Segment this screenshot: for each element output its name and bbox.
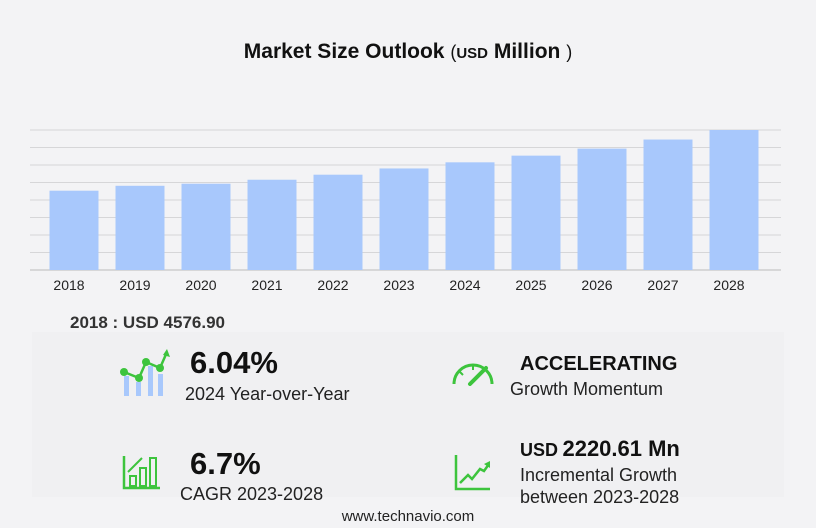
cagr-value: 6.7%: [190, 446, 261, 481]
x-tick-label: 2022: [317, 277, 348, 293]
title-unit-label: Million: [493, 40, 561, 63]
incremental-value: USD 2220.61 Mn: [520, 436, 680, 462]
incremental-prefix: USD: [520, 440, 559, 460]
bar-2026: [577, 148, 627, 270]
kpi-panel: [32, 332, 784, 497]
growth-chart-icon: [120, 349, 170, 396]
bar-2019: [115, 185, 165, 270]
x-tick-label: 2025: [515, 277, 546, 293]
bar-2025: [511, 155, 561, 270]
x-tick-label: 2024: [449, 277, 480, 293]
incremental-label-2: between 2023-2028: [520, 487, 680, 507]
bar-2024: [445, 162, 495, 270]
x-tick-label: 2019: [119, 277, 150, 293]
chart-title: Market Size Outlook (USD Million ): [0, 40, 816, 64]
x-tick-label: 2023: [383, 277, 414, 293]
incremental-amount: 2220.61 Mn: [562, 436, 680, 461]
bar-2021: [247, 179, 297, 270]
base-year-value: 2018 : USD 4576.90: [70, 313, 225, 332]
x-tick-label: 2021: [251, 277, 282, 293]
bar-2027: [643, 139, 693, 270]
x-tick-label: 2018: [53, 277, 84, 293]
cagr-label: CAGR 2023-2028: [180, 484, 324, 504]
title-unit: USD: [456, 45, 489, 62]
bar-2023: [379, 168, 429, 270]
incremental-label-1: Incremental Growth: [520, 465, 678, 485]
momentum-label: Growth Momentum: [510, 379, 664, 399]
line-growth-icon: [454, 455, 491, 491]
title-paren-close: ): [566, 42, 573, 62]
bar-2022: [313, 174, 363, 270]
x-tick-label: 2026: [581, 277, 612, 293]
bar-chart: 2018 2019 2020 2021 2022 2023 2024 2025 2026 2027…: [30, 129, 781, 293]
bar-2028: [709, 130, 759, 270]
title-main: Market Size Outlook: [243, 40, 445, 63]
bar-2020: [181, 183, 231, 270]
x-tick-label: 2027: [647, 277, 678, 293]
yoy-label: 2024 Year-over-Year: [185, 384, 350, 404]
x-tick-label: 2020: [185, 277, 216, 293]
bar-growth-icon: [122, 456, 160, 490]
momentum-value: ACCELERATING: [520, 353, 678, 375]
speedometer-icon: [452, 363, 494, 386]
yoy-value: 6.04%: [190, 345, 278, 380]
x-tick-label: 2028: [713, 277, 744, 293]
title-paren-open: (: [450, 42, 457, 62]
bar-2018: [49, 190, 99, 270]
footer-url[interactable]: www.technavio.com: [341, 508, 475, 525]
